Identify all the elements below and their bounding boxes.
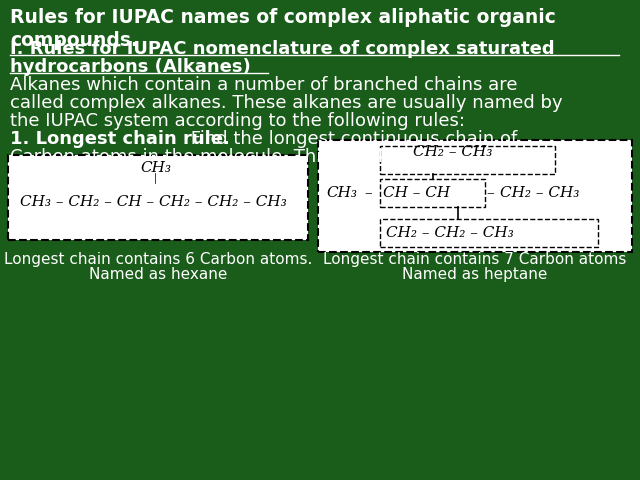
Text: I. Rules for IUPAC nomenclature of complex saturated: I. Rules for IUPAC nomenclature of compl… — [10, 40, 555, 58]
Text: Alkanes which contain a number of branched chains are: Alkanes which contain a number of branch… — [10, 76, 518, 94]
Text: Rules for IUPAC names of complex aliphatic organic
compounds.: Rules for IUPAC names of complex aliphat… — [10, 8, 556, 50]
Text: CH₃: CH₃ — [326, 186, 357, 200]
Text: Named as heptane: Named as heptane — [403, 267, 548, 282]
Bar — [318, 140, 632, 252]
Text: Longest chain contains 6 Carbon atoms.: Longest chain contains 6 Carbon atoms. — [4, 252, 312, 267]
Bar — [380, 146, 555, 174]
Text: CH₂ – CH₃: CH₂ – CH₃ — [413, 145, 492, 159]
Text: chain. For example:: chain. For example: — [10, 166, 188, 184]
Text: Named as hexane: Named as hexane — [89, 267, 227, 282]
Text: Longest chain contains 7 Carbon atoms: Longest chain contains 7 Carbon atoms — [323, 252, 627, 267]
Bar — [380, 179, 485, 207]
Text: 1. Longest chain rule.: 1. Longest chain rule. — [10, 130, 230, 148]
Text: the IUPAC system according to the following rules:: the IUPAC system according to the follow… — [10, 112, 465, 130]
Text: Carbon atoms in the molecule. This is called the parent: Carbon atoms in the molecule. This is ca… — [10, 148, 511, 166]
Text: CH₂ – CH₃: CH₂ – CH₃ — [500, 186, 579, 200]
Bar — [380, 219, 598, 247]
Text: hydrocarbons (Alkanes): hydrocarbons (Alkanes) — [10, 58, 251, 76]
Text: –: – — [364, 186, 372, 200]
Text: CH₃: CH₃ — [141, 161, 172, 175]
Text: called complex alkanes. These alkanes are usually named by: called complex alkanes. These alkanes ar… — [10, 94, 563, 112]
Text: Find the longest continuous chain of: Find the longest continuous chain of — [185, 130, 517, 148]
Bar — [8, 155, 308, 240]
Text: CH₂ – CH₂ – CH₃: CH₂ – CH₂ – CH₃ — [386, 226, 514, 240]
Text: –: – — [486, 186, 493, 200]
Text: CH₃ – CH₂ – CH – CH₂ – CH₂ – CH₃: CH₃ – CH₂ – CH – CH₂ – CH₂ – CH₃ — [20, 195, 287, 209]
Text: CH – CH: CH – CH — [383, 186, 450, 200]
